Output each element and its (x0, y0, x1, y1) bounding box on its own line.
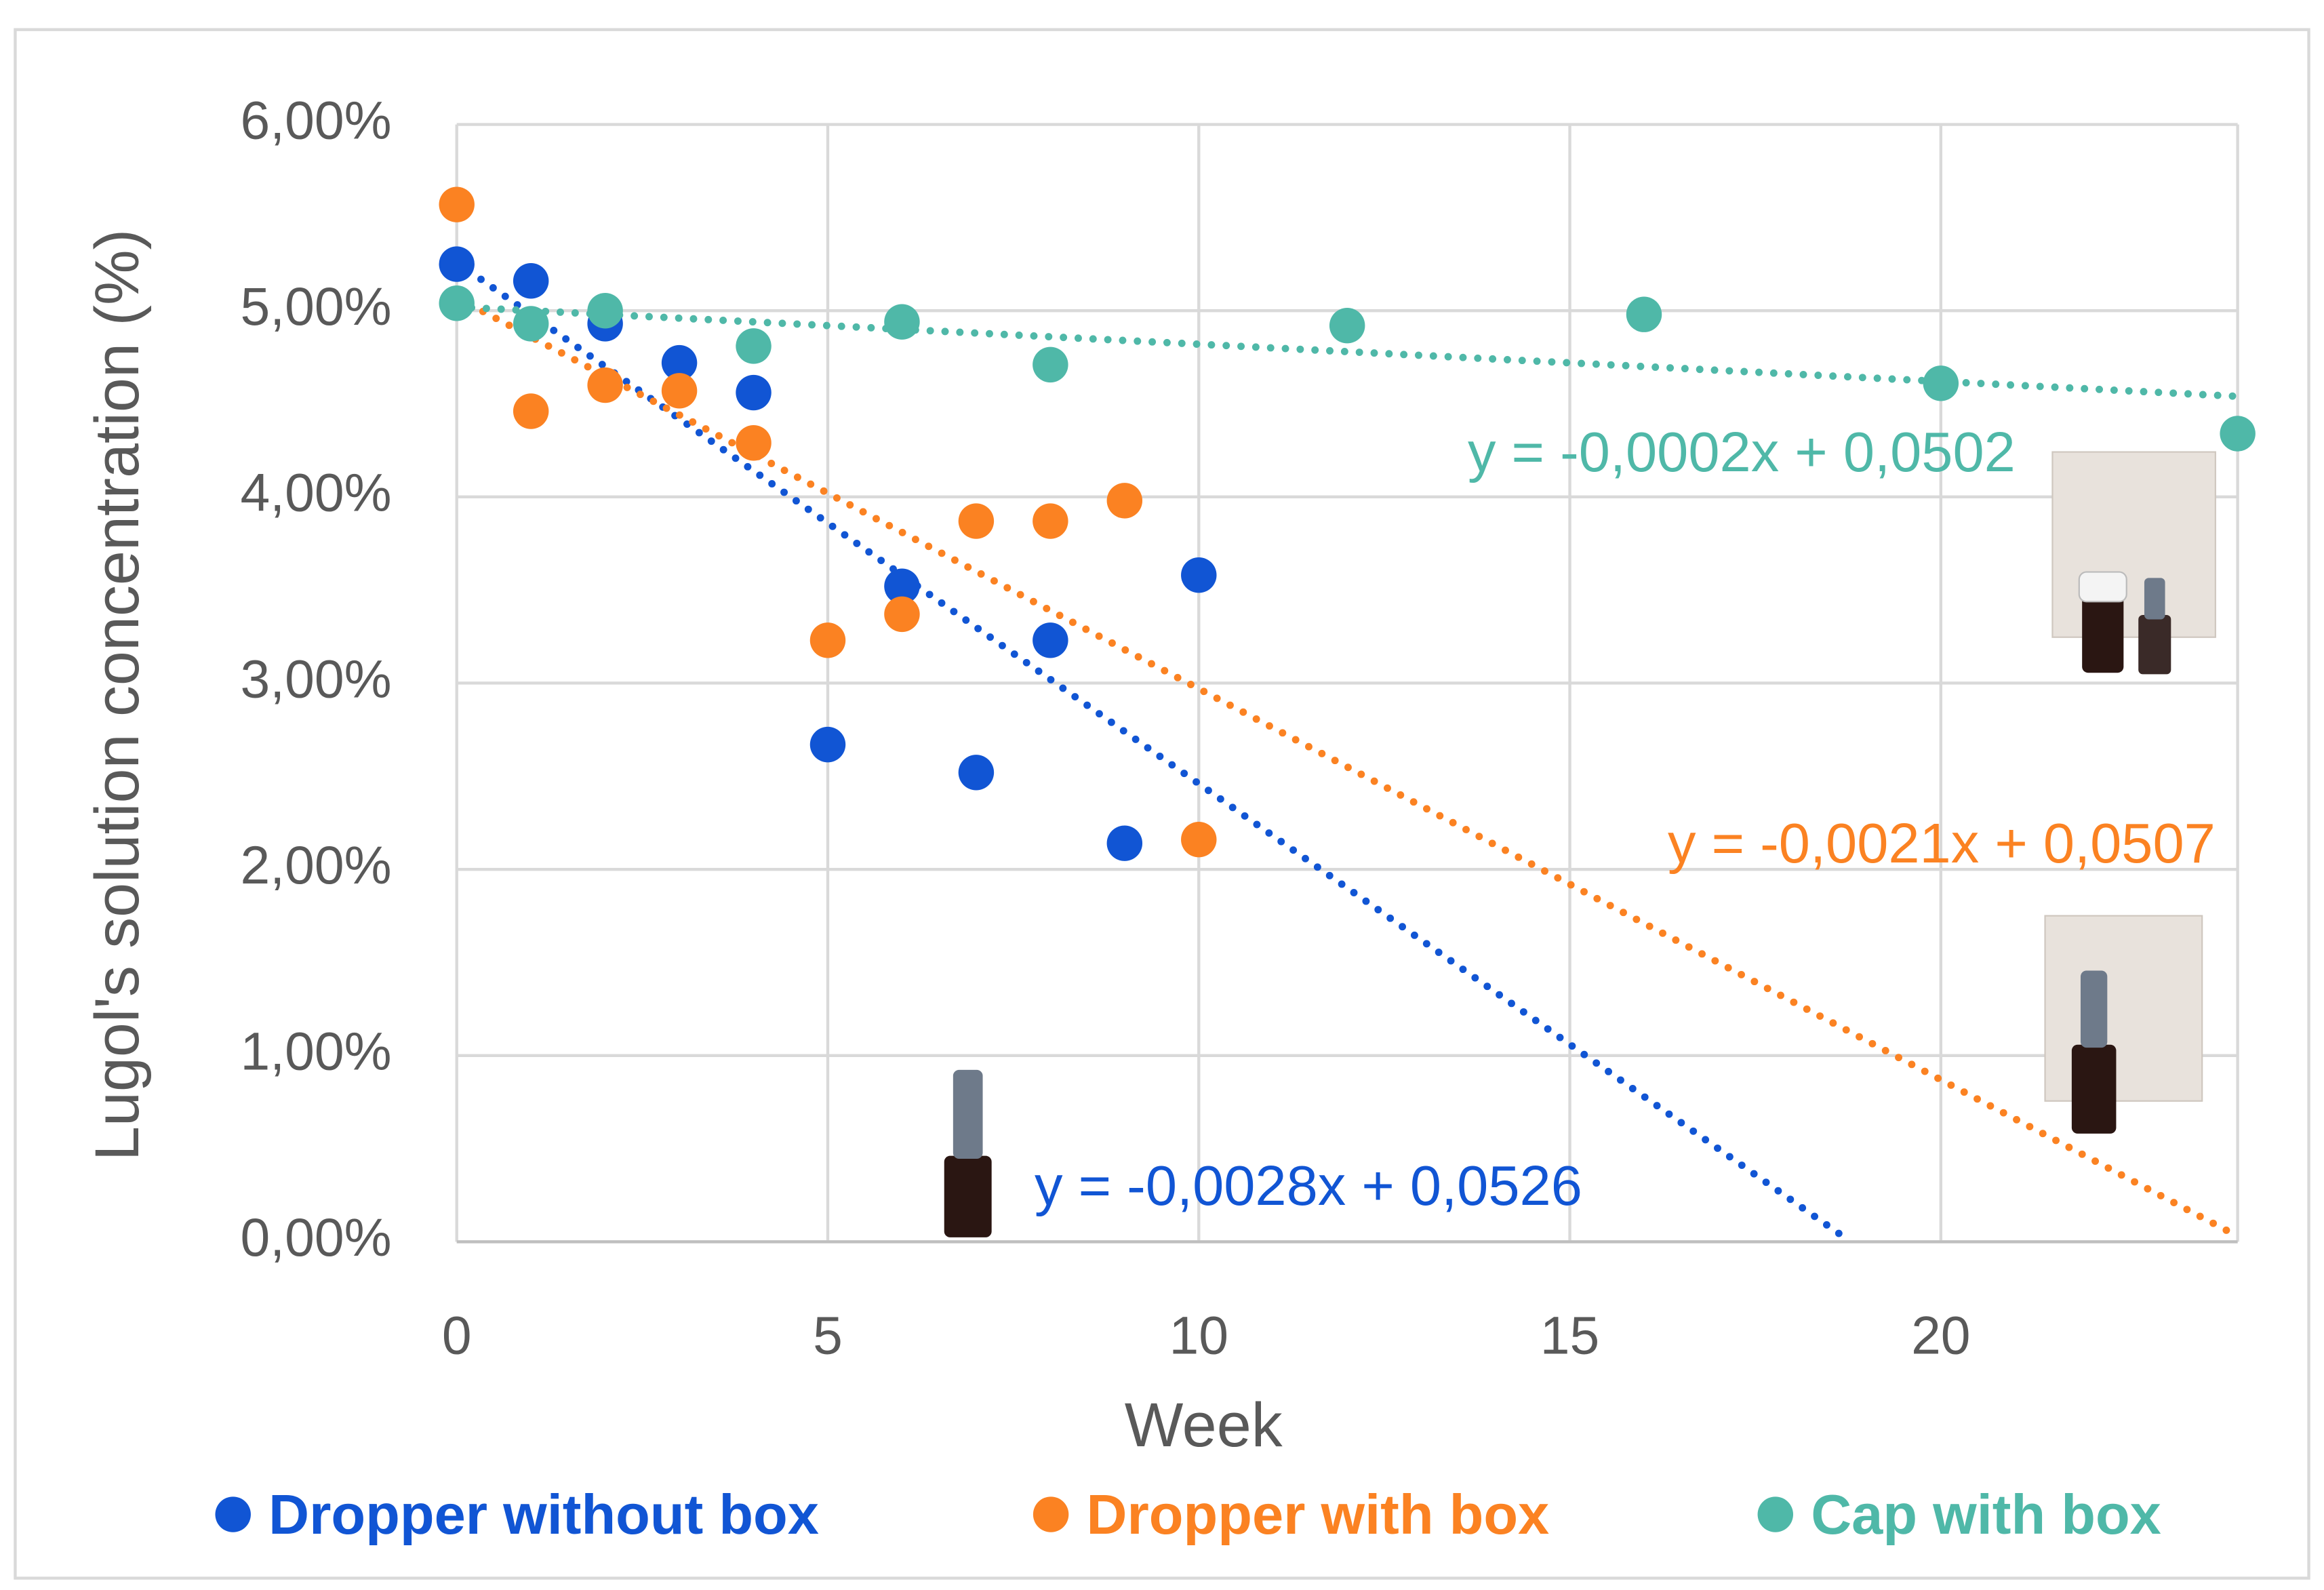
data-point (1181, 822, 1216, 857)
data-point (1181, 557, 1216, 593)
data-point (513, 306, 548, 341)
legend-marker (1033, 1496, 1068, 1532)
data-point (1626, 296, 1662, 332)
bottle-photo (2082, 596, 2123, 673)
data-point (2220, 416, 2255, 451)
box-photo (2052, 452, 2215, 637)
legend-marker (1758, 1496, 1793, 1532)
y-tick-label: 1,00% (241, 1022, 392, 1081)
legend-label: Dropper with box (1087, 1483, 1550, 1546)
data-point (1923, 365, 1959, 401)
bottle-photo (2072, 1045, 2117, 1134)
x-tick-label: 5 (813, 1305, 843, 1365)
dropper-photo (2081, 970, 2107, 1048)
trendline-equation: y = -0,0021x + 0,0507 (1668, 812, 2216, 875)
x-tick-label: 20 (1911, 1305, 1971, 1365)
data-point (662, 373, 697, 408)
data-point (736, 375, 771, 410)
data-point (736, 328, 771, 363)
data-point (1107, 483, 1142, 518)
data-point (1107, 825, 1142, 860)
data-point (439, 186, 474, 222)
data-point (810, 727, 845, 762)
y-tick-label: 4,00% (241, 463, 392, 523)
y-tick-label: 0,00% (241, 1208, 392, 1267)
data-point (1033, 347, 1068, 382)
chart: 0,00% 1,00% 2,00% 3,00% 4,00% 5,00% 6,00% 0 5 10 1… (0, 0, 2324, 1590)
data-point (1329, 308, 1365, 343)
data-point (1033, 622, 1068, 658)
y-axis-title: Lugol's solution concentration (%) (83, 229, 152, 1161)
data-point (439, 246, 474, 281)
x-tick-label: 15 (1540, 1305, 1600, 1365)
data-point (513, 393, 548, 429)
data-point (959, 755, 994, 790)
y-tick-label: 2,00% (241, 835, 392, 895)
y-tick-label: 3,00% (241, 649, 392, 709)
data-point (736, 425, 771, 460)
bottle-photo (944, 1156, 992, 1237)
x-tick-label: 10 (1169, 1305, 1229, 1365)
legend-marker (215, 1496, 250, 1532)
dropper-photo (953, 1070, 983, 1159)
x-tick-label: 0 (442, 1305, 472, 1365)
bottle-photo (2138, 615, 2171, 674)
data-point (959, 503, 994, 538)
x-axis-title: Week (1125, 1391, 1283, 1460)
trendline-equation: y = -0,0002x + 0,0502 (1468, 420, 2016, 483)
trendline-equation: y = -0,0028x + 0,0526 (1035, 1154, 1582, 1217)
legend-label: Cap with box (1811, 1483, 2161, 1546)
data-point (439, 285, 474, 321)
data-point (884, 304, 919, 339)
data-point (587, 367, 622, 403)
data-point (810, 622, 845, 658)
box-photo (2045, 916, 2203, 1101)
legend-label: Dropper without box (268, 1483, 819, 1546)
dropper-photo (2144, 578, 2165, 619)
y-tick-label: 5,00% (241, 277, 392, 336)
data-point (1033, 503, 1068, 538)
data-point (884, 597, 919, 632)
data-point (587, 293, 622, 328)
data-point (513, 263, 548, 298)
y-tick-label: 6,00% (241, 90, 392, 150)
cap-photo (2079, 572, 2127, 602)
